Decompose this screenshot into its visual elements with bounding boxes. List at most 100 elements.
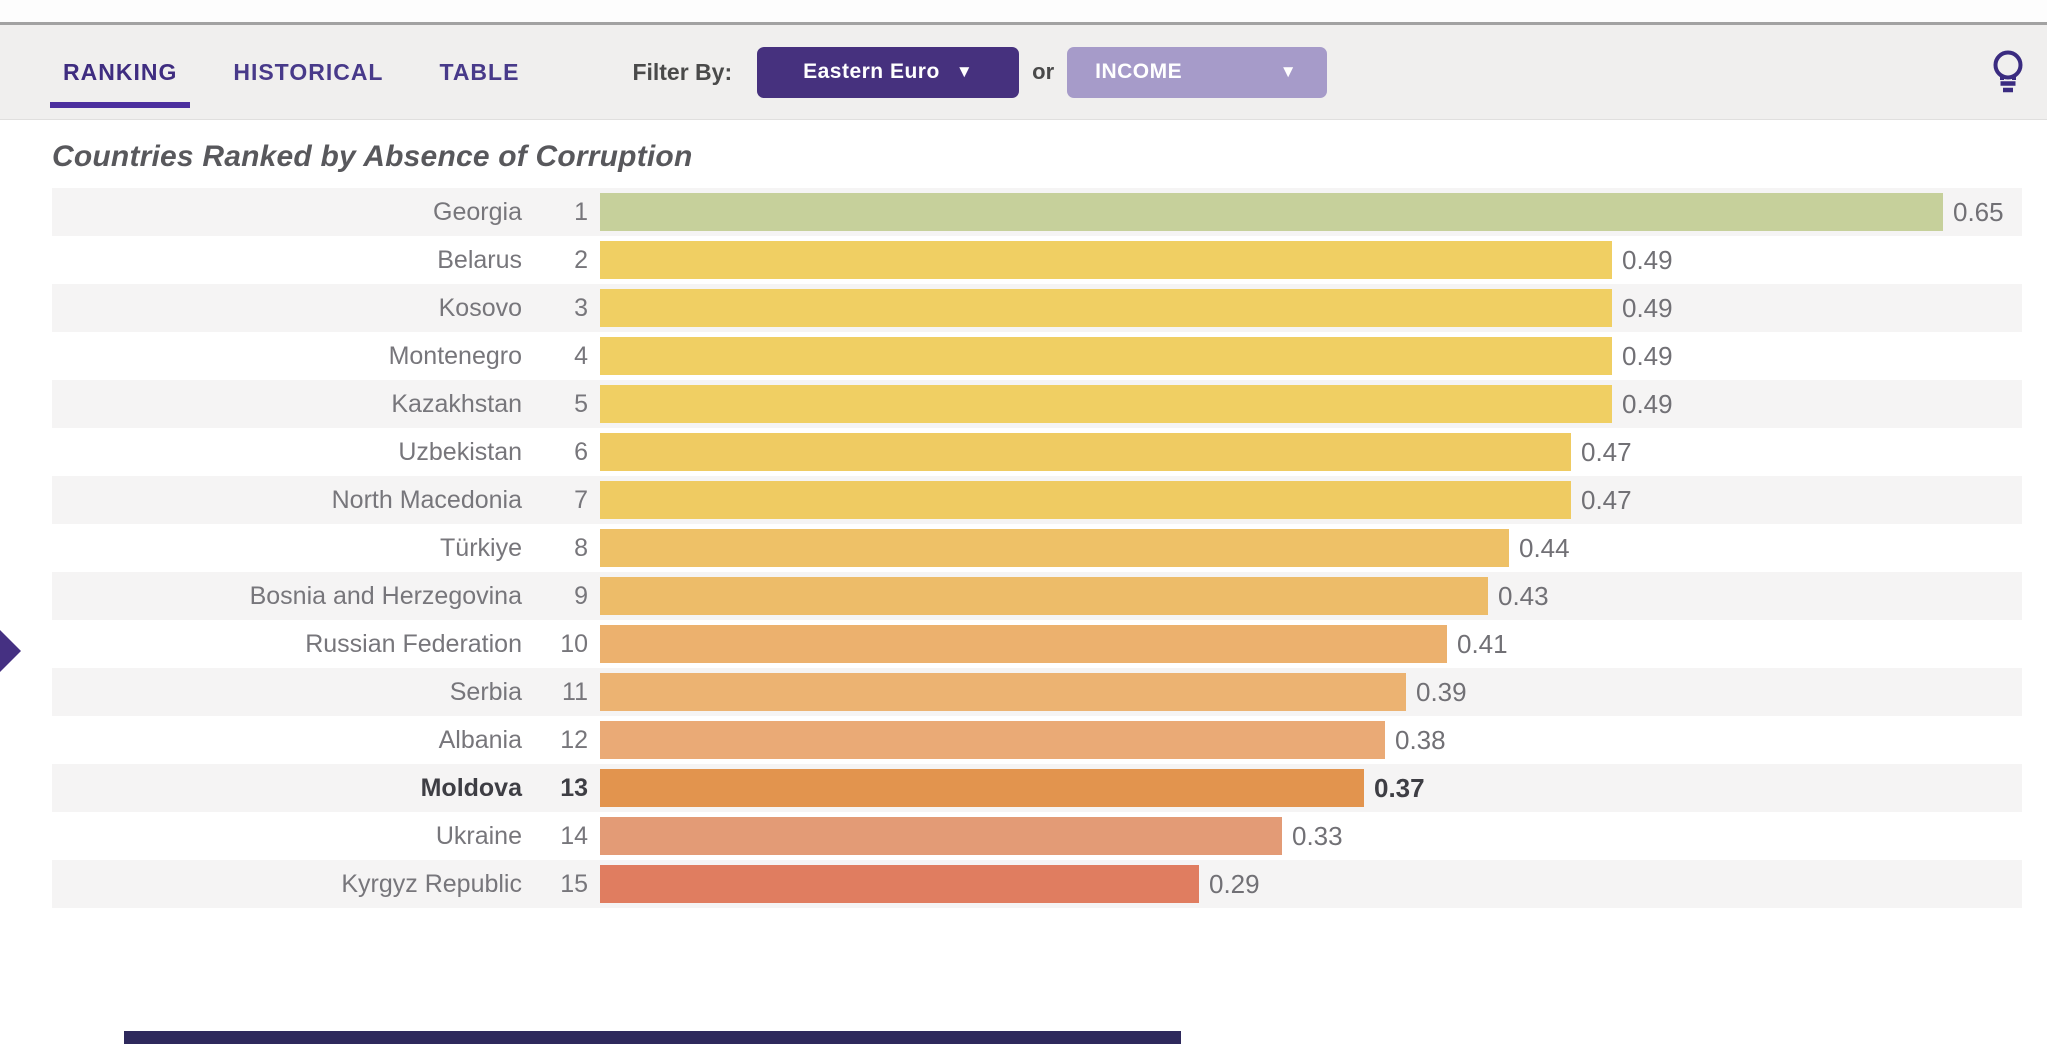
table-row: Türkiye 8 0.44 xyxy=(52,524,2022,572)
bar-zone: 0.29 xyxy=(600,865,2022,903)
bar-zone: 0.47 xyxy=(600,433,2022,471)
bar-zone: 0.65 xyxy=(600,193,2022,231)
table-row: Montenegro 4 0.49 xyxy=(52,332,2022,380)
or-label: or xyxy=(1032,59,1055,84)
rank-label: 2 xyxy=(574,245,588,274)
bar-zone: 0.37 xyxy=(600,769,2022,807)
bar-zone: 0.38 xyxy=(600,721,2022,759)
score-value: 0.49 xyxy=(1622,388,1673,419)
country-label: North Macedonia xyxy=(331,485,522,514)
score-bar[interactable] xyxy=(600,721,1385,759)
score-bar[interactable] xyxy=(600,337,1612,375)
score-value: 0.29 xyxy=(1209,868,1260,899)
view-tabs: RANKING HISTORICAL TABLE xyxy=(50,53,532,108)
bar-zone: 0.49 xyxy=(600,337,2022,375)
page-title: Countries Ranked by Absence of Corruptio… xyxy=(52,140,693,173)
score-value: 0.41 xyxy=(1457,628,1508,659)
rank-label: 8 xyxy=(574,533,588,562)
top-border-line xyxy=(0,22,2047,25)
score-value: 0.49 xyxy=(1622,244,1673,275)
tab-ranking[interactable]: RANKING xyxy=(50,53,191,108)
rank-label: 3 xyxy=(574,293,588,322)
score-value: 0.43 xyxy=(1498,580,1549,611)
rank-label: 12 xyxy=(560,725,588,754)
income-dropdown[interactable]: INCOME ▼ xyxy=(1067,46,1328,98)
score-bar[interactable] xyxy=(600,529,1509,567)
table-row: North Macedonia 7 0.47 xyxy=(52,476,2022,524)
country-label: Kazakhstan xyxy=(391,389,522,418)
bar-zone: 0.49 xyxy=(600,289,2022,327)
rank-label: 5 xyxy=(574,389,588,418)
tab-table[interactable]: TABLE xyxy=(439,58,520,85)
score-value: 0.37 xyxy=(1374,772,1425,803)
footer-edge-bar xyxy=(124,1031,1181,1044)
bar-zone: 0.33 xyxy=(600,817,2022,855)
region-dropdown[interactable]: Eastern Euro ▼ xyxy=(757,46,1020,98)
country-label: Georgia xyxy=(433,197,522,226)
score-bar[interactable] xyxy=(600,769,1364,807)
rank-label: 1 xyxy=(574,197,588,226)
table-row: Moldova 13 0.37 xyxy=(52,764,2022,812)
country-label: Ukraine xyxy=(435,821,522,850)
table-row: Georgia 1 0.65 xyxy=(52,188,2022,236)
expand-panel-arrow-icon[interactable] xyxy=(0,630,21,672)
country-label: Türkiye xyxy=(440,533,522,562)
table-row: Serbia 11 0.39 xyxy=(52,668,2022,716)
ranking-chart: Georgia 1 0.65 Belarus 2 0.49 Kosovo 3 0.49 Monte… xyxy=(52,188,2022,908)
score-bar[interactable] xyxy=(600,625,1447,663)
country-label: Russian Federation xyxy=(305,629,522,658)
rank-label: 9 xyxy=(574,581,588,610)
score-bar[interactable] xyxy=(600,673,1406,711)
rank-label: 4 xyxy=(574,341,588,370)
table-row: Kyrgyz Republic 15 0.29 xyxy=(52,860,2022,908)
score-value: 0.49 xyxy=(1622,292,1673,323)
rank-label: 7 xyxy=(574,485,588,514)
table-row: Belarus 2 0.49 xyxy=(52,236,2022,284)
country-label: Kyrgyz Republic xyxy=(341,869,522,898)
score-bar[interactable] xyxy=(600,481,1571,519)
country-label: Moldova xyxy=(420,773,522,802)
table-row: Kazakhstan 5 0.49 xyxy=(52,380,2022,428)
score-value: 0.39 xyxy=(1416,676,1467,707)
table-row: Albania 12 0.38 xyxy=(52,716,2022,764)
bar-zone: 0.49 xyxy=(600,241,2022,279)
score-bar[interactable] xyxy=(600,385,1612,423)
bar-zone: 0.47 xyxy=(600,481,2022,519)
score-bar[interactable] xyxy=(600,433,1571,471)
bar-zone: 0.39 xyxy=(600,673,2022,711)
lightbulb-icon[interactable] xyxy=(1990,50,2026,94)
score-bar[interactable] xyxy=(600,577,1488,615)
rank-label: 15 xyxy=(560,869,588,898)
toolbar: RANKING HISTORICAL TABLE Filter By: East… xyxy=(0,25,2047,120)
chevron-down-icon: ▼ xyxy=(1279,62,1298,81)
score-value: 0.65 xyxy=(1953,196,2004,227)
country-label: Albania xyxy=(438,725,522,754)
chevron-down-icon: ▼ xyxy=(955,62,974,81)
filter-by-label: Filter By: xyxy=(632,58,733,85)
bar-zone: 0.41 xyxy=(600,625,2022,663)
country-label: Uzbekistan xyxy=(398,437,522,466)
score-value: 0.33 xyxy=(1292,820,1343,851)
score-bar[interactable] xyxy=(600,289,1612,327)
score-bar[interactable] xyxy=(600,241,1612,279)
country-label: Bosnia and Herzegovina xyxy=(249,581,522,610)
table-row: Ukraine 14 0.33 xyxy=(52,812,2022,860)
rank-label: 6 xyxy=(574,437,588,466)
country-label: Belarus xyxy=(437,245,522,274)
table-row: Russian Federation 10 0.41 xyxy=(52,620,2022,668)
region-dropdown-value: Eastern Euro xyxy=(803,60,940,83)
score-bar[interactable] xyxy=(600,193,1943,231)
bar-zone: 0.43 xyxy=(600,577,2022,615)
score-value: 0.49 xyxy=(1622,340,1673,371)
bar-zone: 0.49 xyxy=(600,385,2022,423)
score-value: 0.47 xyxy=(1581,436,1632,467)
rank-label: 14 xyxy=(560,821,588,850)
rank-label: 10 xyxy=(560,629,588,658)
country-label: Kosovo xyxy=(438,293,522,322)
bar-zone: 0.44 xyxy=(600,529,2022,567)
score-bar[interactable] xyxy=(600,865,1199,903)
tab-historical[interactable]: HISTORICAL xyxy=(233,58,384,85)
score-bar[interactable] xyxy=(600,817,1282,855)
score-value: 0.38 xyxy=(1395,724,1446,755)
top-margin xyxy=(0,0,2047,22)
